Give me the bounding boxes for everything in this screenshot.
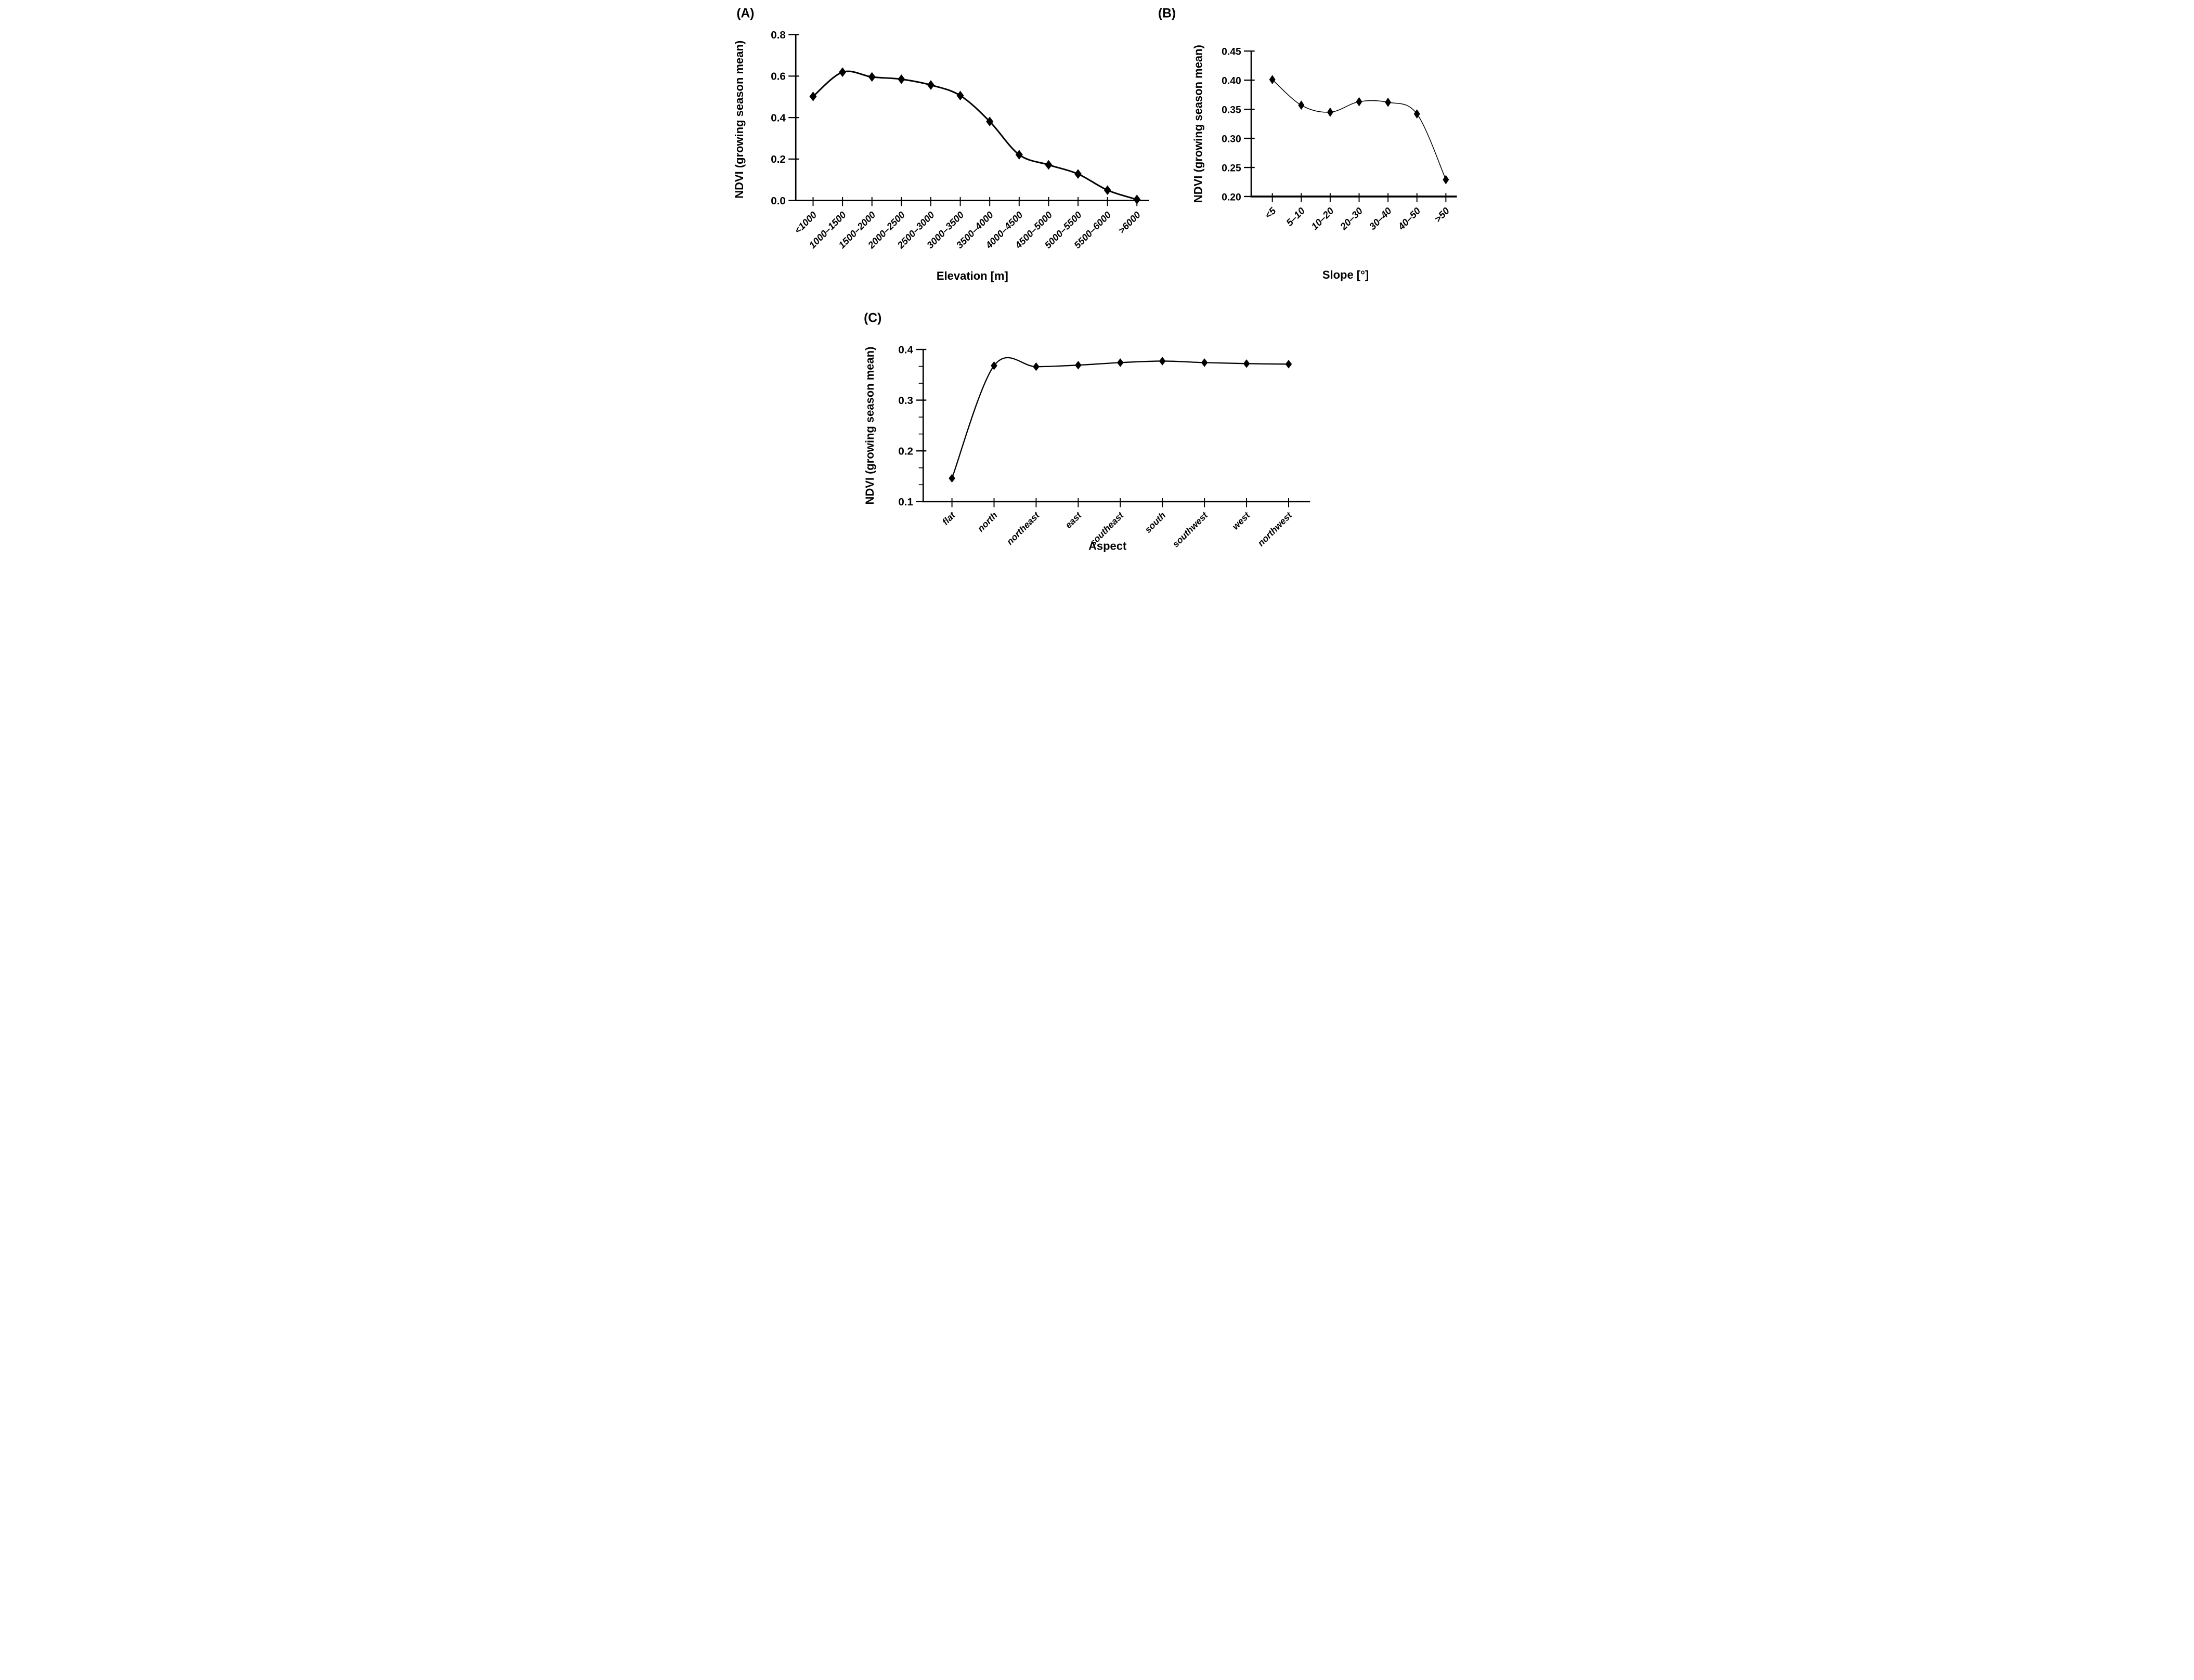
panel-b-plot-area: 0.20 0.25 0.30 0.35 0.40 0.45 <5 5–10 10–20 20–30… bbox=[1222, 47, 1457, 232]
x-category-label: northwest bbox=[1255, 510, 1294, 548]
panel-c-letter: (C) bbox=[864, 311, 881, 325]
panel-b-y-axis-title: NDVI (growing season mean) bbox=[1191, 45, 1204, 203]
diamond-marker bbox=[1285, 359, 1292, 369]
x-category-label: east bbox=[1063, 510, 1084, 530]
series-line bbox=[951, 357, 1289, 479]
diamond-marker bbox=[1243, 359, 1250, 368]
ndvi-figure-svg: (A) NDVI (growing season mean) Elevation… bbox=[732, 0, 1462, 559]
diamond-marker bbox=[1033, 362, 1040, 371]
diamond-marker bbox=[956, 90, 964, 101]
y-tick-label: 0.0 bbox=[771, 195, 786, 207]
x-category-label: south bbox=[1143, 510, 1167, 535]
y-tick-label: 0.6 bbox=[771, 71, 786, 83]
panel-b-letter: (B) bbox=[1158, 6, 1176, 20]
panel-b-x-axis-title: Slope [°] bbox=[1322, 268, 1369, 281]
diamond-marker bbox=[1201, 358, 1208, 367]
diamond-marker bbox=[1327, 107, 1333, 117]
ndvi-three-panel-figure: (A) NDVI (growing season mean) Elevation… bbox=[732, 0, 1462, 559]
diamond-marker bbox=[1443, 175, 1449, 185]
y-tick-label: 0.45 bbox=[1222, 47, 1241, 58]
diamond-marker bbox=[1269, 75, 1276, 85]
panel-a-plot-area: 0.00.20.40.60.8<10001000–15001500–200020… bbox=[771, 29, 1149, 251]
y-tick-label: 0.8 bbox=[771, 29, 786, 41]
x-category-label: >50 bbox=[1432, 205, 1452, 225]
panel-elevation: (A) NDVI (growing season mean) Elevation… bbox=[733, 6, 1149, 282]
x-category-label: southwest bbox=[1171, 510, 1211, 550]
x-category-label: 5–10 bbox=[1284, 205, 1307, 228]
y-tick-label: 0.1 bbox=[898, 496, 913, 508]
panel-a-x-axis-title: Elevation [m] bbox=[937, 269, 1008, 282]
diamond-marker bbox=[1075, 360, 1082, 370]
diamond-marker bbox=[927, 80, 934, 90]
x-category-label: 30–40 bbox=[1367, 205, 1394, 232]
x-category-label: west bbox=[1230, 510, 1252, 532]
panel-aspect: (C) NDVI (growing season mean) Aspect 0.… bbox=[863, 311, 1310, 552]
x-category-label: 10–20 bbox=[1309, 205, 1336, 232]
y-tick-label: 0.4 bbox=[771, 112, 786, 124]
diamond-marker bbox=[949, 474, 955, 483]
x-category-label: north bbox=[976, 510, 999, 534]
diamond-marker bbox=[839, 67, 847, 77]
x-category-label: <1000 bbox=[792, 209, 819, 236]
panel-a-y-axis-title: NDVI (growing season mean) bbox=[733, 41, 746, 199]
diamond-marker bbox=[1159, 357, 1166, 366]
diamond-marker bbox=[1356, 97, 1362, 107]
y-tick-label: 0.35 bbox=[1222, 105, 1241, 115]
diamond-marker bbox=[986, 116, 994, 127]
diamond-marker bbox=[1015, 150, 1023, 160]
diamond-marker bbox=[1413, 109, 1420, 119]
diamond-marker bbox=[868, 72, 876, 82]
panel-slope: (B) NDVI (growing season mean) Slope [°]… bbox=[1158, 6, 1457, 281]
diamond-marker bbox=[1045, 160, 1053, 170]
x-category-label: <5 bbox=[1263, 205, 1278, 220]
x-category-label: 20–30 bbox=[1338, 205, 1365, 232]
y-tick-label: 0.4 bbox=[898, 344, 913, 356]
series-line bbox=[1272, 79, 1447, 180]
x-category-label: 40–50 bbox=[1395, 205, 1423, 232]
diamond-marker bbox=[898, 74, 905, 84]
diamond-marker bbox=[1133, 194, 1141, 204]
diamond-marker bbox=[1385, 97, 1392, 107]
y-tick-label: 0.2 bbox=[898, 445, 913, 457]
y-tick-label: 0.3 bbox=[898, 395, 913, 407]
panel-c-x-axis-title: Aspect bbox=[1088, 539, 1127, 552]
panel-a-letter: (A) bbox=[736, 6, 754, 20]
x-category-label: flat bbox=[940, 510, 958, 527]
diamond-marker bbox=[1298, 100, 1305, 110]
x-category-label: northeast bbox=[1005, 510, 1042, 547]
y-tick-label: 0.30 bbox=[1222, 134, 1241, 145]
y-tick-label: 0.25 bbox=[1222, 163, 1241, 174]
diamond-marker bbox=[1117, 358, 1124, 367]
y-tick-label: 0.20 bbox=[1222, 192, 1241, 203]
panel-c-y-axis-title: NDVI (growing season mean) bbox=[863, 347, 876, 505]
diamond-marker bbox=[1074, 169, 1082, 179]
x-category-label: >6000 bbox=[1116, 209, 1143, 236]
y-tick-label: 0.2 bbox=[771, 153, 786, 165]
diamond-marker bbox=[1104, 185, 1111, 196]
y-tick-label: 0.40 bbox=[1222, 76, 1241, 87]
series-line bbox=[812, 70, 1137, 201]
